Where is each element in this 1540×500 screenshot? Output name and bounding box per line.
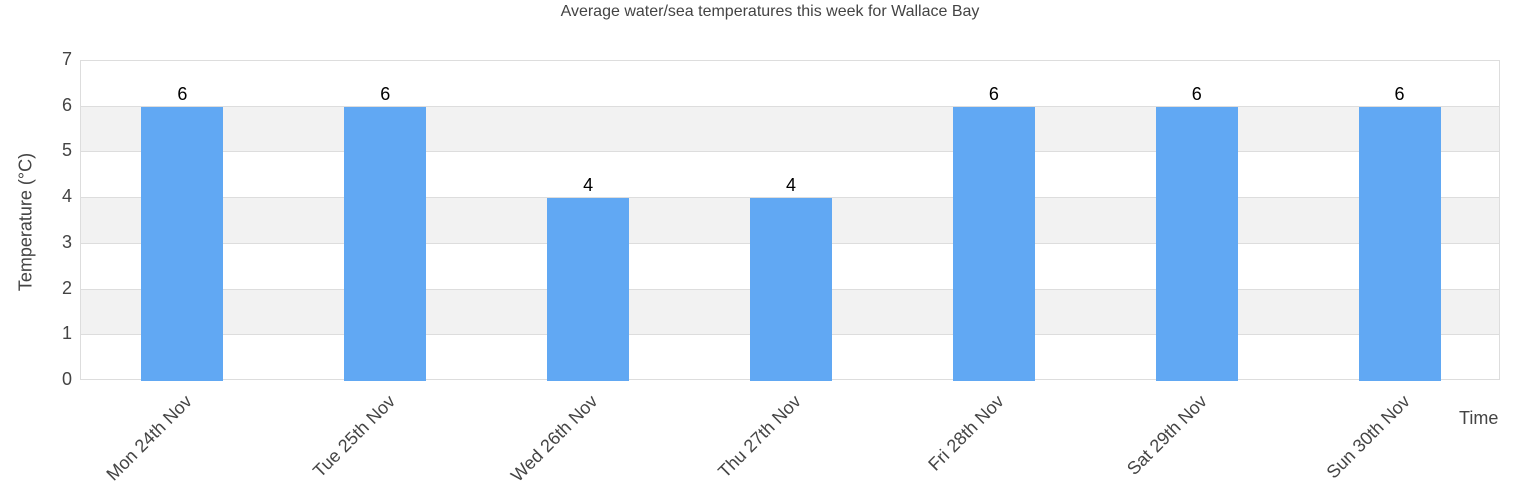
bar[interactable] xyxy=(750,198,832,381)
gridline xyxy=(81,197,1499,199)
y-tick-label: 6 xyxy=(61,94,72,115)
y-tick-label: 1 xyxy=(61,323,72,344)
x-tick-label: Mon 24th Nov xyxy=(102,391,197,485)
bar[interactable] xyxy=(547,198,630,381)
y-tick-label: 7 xyxy=(61,49,72,69)
y-tick-label: 0 xyxy=(61,369,72,389)
bar-value-label: 4 xyxy=(785,175,796,196)
y-tick-label: 4 xyxy=(61,186,72,207)
x-tick-label: Wed 26th Nov xyxy=(507,391,602,486)
bar[interactable] xyxy=(1358,106,1441,381)
x-tick-label: Sat 29th Nov xyxy=(1122,391,1211,479)
bar-value-label: 4 xyxy=(583,175,594,196)
bar-value-label: 6 xyxy=(177,83,188,104)
y-tick-label: 3 xyxy=(61,231,72,252)
bar-value-label: 6 xyxy=(380,83,391,104)
y-tick-label: 2 xyxy=(61,277,72,298)
plot-area: 6 6 4 4 6 6 6 xyxy=(80,60,1500,381)
bar[interactable] xyxy=(141,106,224,381)
gridline xyxy=(81,105,1499,107)
x-tick-label: Thu 27th Nov xyxy=(714,391,805,482)
x-tick-label: Tue 25th Nov xyxy=(309,391,400,482)
bar[interactable] xyxy=(1155,106,1238,381)
bar-value-label: 6 xyxy=(988,83,999,104)
x-tick-label: Sun 30th Nov xyxy=(1322,391,1414,483)
x-axis-label: Time xyxy=(1459,408,1499,428)
bar[interactable] xyxy=(952,106,1035,381)
x-tick-label: Fri 28th Nov xyxy=(924,391,1008,475)
gridline xyxy=(81,151,1499,153)
y-tick-label: 5 xyxy=(61,140,72,161)
chart-title: Average water/sea temperatures this week… xyxy=(560,3,980,20)
y-axis-label: Temperature (°C) xyxy=(15,152,36,292)
bar[interactable] xyxy=(344,106,427,381)
bar-value-label: 6 xyxy=(1191,83,1202,104)
bar-value-label: 6 xyxy=(1394,83,1405,104)
grid-band xyxy=(81,106,1499,153)
